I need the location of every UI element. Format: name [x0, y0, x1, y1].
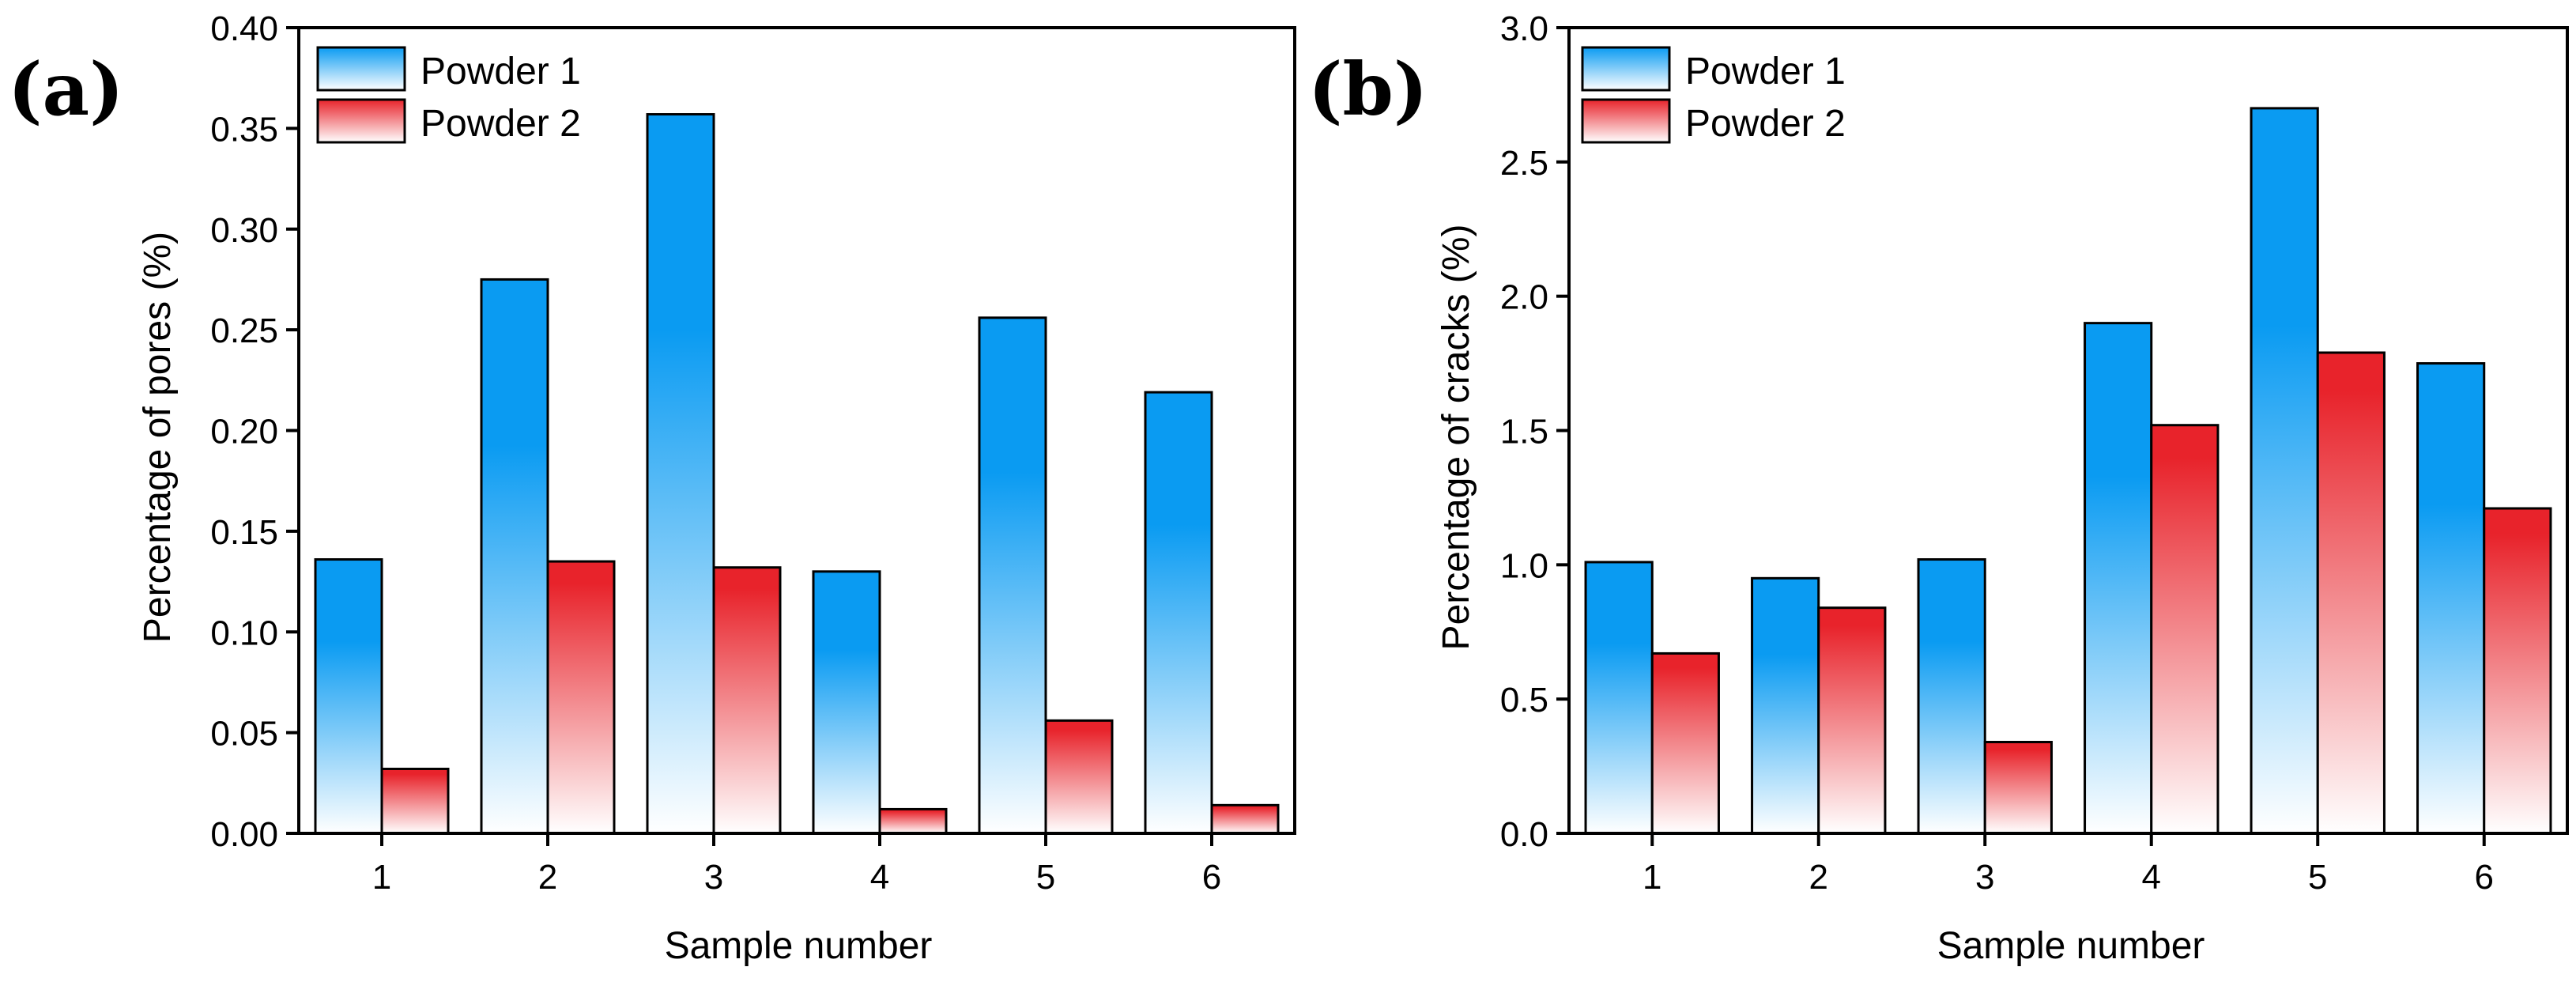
bar-a-powder-1-sample-2	[480, 278, 549, 835]
y-tick-label-a-5: 0.25	[210, 312, 278, 350]
bar-a-powder-2-sample-4	[878, 807, 948, 835]
panel-label-b: (b)	[1308, 47, 1428, 132]
x-axis-title-b: Sample number	[1937, 925, 2205, 967]
y-tick-label-b-1: 0.5	[1500, 681, 1548, 720]
bar-a-powder-1-sample-6	[1144, 391, 1213, 835]
bar-a-powder-2-sample-3	[712, 566, 782, 835]
panel-label-a: (a)	[8, 47, 124, 132]
y-tick-label-a-1: 0.05	[210, 715, 278, 753]
bar-b-powder-2-sample-2	[1817, 606, 1887, 835]
bar-a-powder-2-sample-1	[380, 767, 450, 835]
legend-swatch-powder-1-a	[316, 46, 406, 92]
x-tick-label-b-3: 3	[1975, 858, 1994, 897]
x-tick-label-a-4: 4	[870, 858, 889, 897]
legend-label-powder-2-b: Powder 2	[1685, 103, 1846, 145]
x-tick-label-b-2: 2	[1809, 858, 1828, 897]
bars-a: 1 2 3 4 5 6	[314, 113, 1280, 897]
plot-frame-a	[297, 26, 1296, 835]
y-tick-label-b-6: 3.0	[1500, 9, 1548, 48]
legend-label-powder-1-b: Powder 1	[1685, 51, 1846, 93]
x-tick-label-b-5: 5	[2308, 858, 2327, 897]
y-tick-label-b-5: 2.5	[1500, 144, 1548, 183]
bar-a-powder-1-sample-5	[978, 316, 1047, 835]
y-tick-label-b-0: 0.0	[1500, 815, 1548, 854]
bar-a-powder-1-sample-1	[314, 558, 383, 835]
bar-a-powder-2-sample-5	[1044, 719, 1114, 835]
x-tick-label-a-1: 1	[372, 858, 391, 897]
y-tick-label-b-2: 1.0	[1500, 546, 1548, 585]
bar-b-powder-1-sample-5	[2250, 107, 2319, 835]
y-tick-label-a-0: 0.00	[210, 815, 278, 854]
x-tick-label-a-5: 5	[1036, 858, 1055, 897]
x-tick-label-b-4: 4	[2142, 858, 2161, 897]
plot-frame-b	[1567, 26, 2569, 835]
legend-a: Powder 1 Powder 2	[316, 46, 581, 145]
bar-b-powder-1-sample-1	[1584, 561, 1654, 835]
y-tick-label-a-8: 0.40	[210, 9, 278, 48]
y-tick-label-b-4: 2.0	[1500, 278, 1548, 317]
x-tick-label-a-2: 2	[538, 858, 557, 897]
chart-panel-b: (b) 0.0 0.5 1.0 1.5 2.0 2.5 3.0 1 2 3 4 5 6 Sample …	[1308, 9, 2569, 967]
legend-label-powder-2-a: Powder 2	[421, 103, 581, 145]
y-tick-label-a-4: 0.20	[210, 413, 278, 451]
bar-b-powder-2-sample-4	[2150, 424, 2220, 835]
y-tick-label-b-3: 1.5	[1500, 413, 1548, 451]
x-tick-label-a-6: 6	[1202, 858, 1221, 897]
bar-b-powder-2-sample-3	[1983, 741, 2053, 835]
y-axis-title-b: Percentage of cracks (%)	[1435, 225, 1477, 651]
x-axis-title-a: Sample number	[665, 925, 933, 967]
bar-b-powder-1-sample-6	[2416, 362, 2486, 835]
y-axis-ticks-a: 0.00 0.05 0.10 0.15 0.20 0.25 0.30 0.35 0.40	[210, 9, 299, 854]
bar-a-powder-2-sample-6	[1210, 803, 1280, 835]
y-axis-ticks-b: 0.0 0.5 1.0 1.5 2.0 2.5 3.0	[1500, 9, 1569, 854]
bar-a-powder-2-sample-2	[546, 560, 616, 835]
y-tick-label-a-3: 0.15	[210, 513, 278, 552]
y-tick-label-a-6: 0.30	[210, 211, 278, 250]
bar-b-powder-2-sample-1	[1650, 652, 1720, 835]
y-tick-label-a-7: 0.35	[210, 110, 278, 149]
y-tick-label-a-2: 0.10	[210, 614, 278, 652]
x-tick-label-b-1: 1	[1643, 858, 1661, 897]
legend-swatch-powder-2-a	[316, 98, 406, 144]
legend-swatch-powder-2-b	[1581, 98, 1671, 144]
bar-b-powder-2-sample-6	[2483, 507, 2552, 835]
bar-a-powder-1-sample-4	[812, 570, 881, 835]
y-axis-title-a: Percentage of pores (%)	[137, 232, 179, 643]
bar-b-powder-1-sample-4	[2084, 322, 2153, 835]
chart-panel-a: (a) 0.00 0.05 0.10 0.15 0.20 0.25 0.30 0.35 0.40…	[8, 9, 1296, 967]
bar-b-powder-2-sample-5	[2316, 351, 2386, 835]
x-tick-label-a-3: 3	[704, 858, 723, 897]
bars-b: 1 2 3 4 5 6	[1584, 107, 2552, 897]
x-tick-label-b-6: 6	[2475, 858, 2494, 897]
bar-b-powder-1-sample-3	[1917, 558, 1986, 835]
legend-b: Powder 1 Powder 2	[1581, 46, 1846, 145]
bar-b-powder-1-sample-2	[1751, 576, 1820, 835]
legend-label-powder-1-a: Powder 1	[421, 51, 581, 93]
bar-a-powder-1-sample-3	[646, 113, 715, 835]
legend-swatch-powder-1-b	[1581, 46, 1671, 92]
